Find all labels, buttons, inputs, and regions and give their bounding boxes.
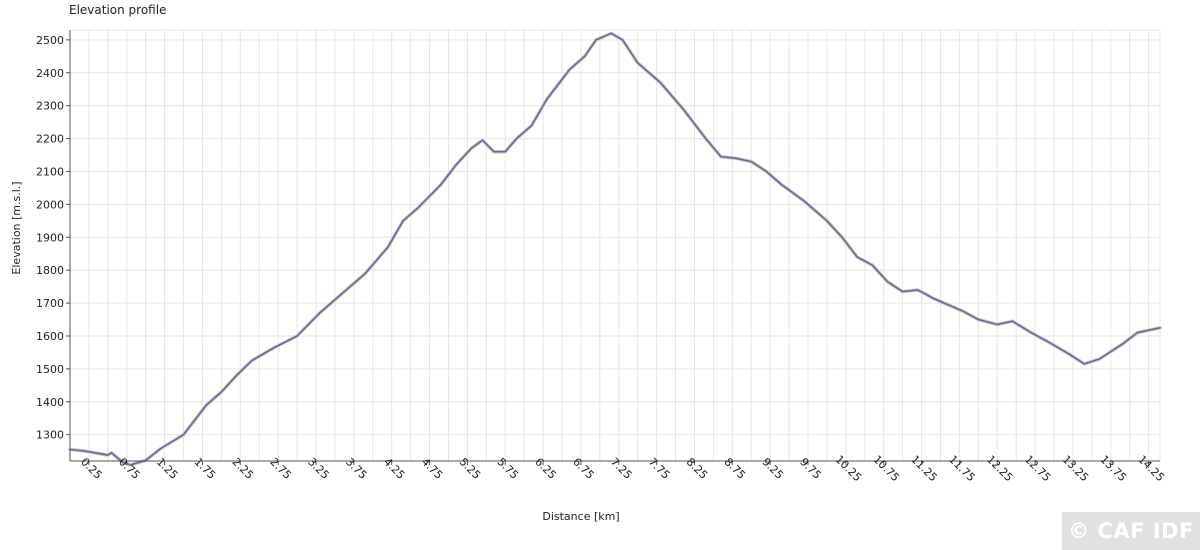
x-tick-label: 5.75 <box>494 455 521 482</box>
x-tick-label: 8.25 <box>684 455 711 482</box>
y-tick-label: 2400 <box>36 67 64 80</box>
y-tick-label: 1500 <box>36 363 64 376</box>
y-tick-label: 1400 <box>36 396 64 409</box>
x-tick-label: 6.75 <box>570 455 597 482</box>
series-layer <box>68 31 1162 467</box>
x-tick-label: 7.75 <box>646 455 673 482</box>
x-tick-label: 8.75 <box>722 455 749 482</box>
x-tick-label: 2.75 <box>267 455 294 482</box>
x-tick-label: 9.25 <box>759 455 786 482</box>
y-tick-label: 1800 <box>36 264 64 277</box>
x-tick-label: 13.25 <box>1060 453 1091 484</box>
y-axis-title: Elevation [m.s.l.] <box>10 181 23 274</box>
x-tick-label: 6.25 <box>532 455 559 482</box>
y-tick-labels: 1300 1400 1500 1600 1700 1800 1900 2000 2100 2200… <box>36 34 64 442</box>
y-tick-label: 1700 <box>36 297 64 310</box>
x-tick-labels: 0.25 0.75 1.25 1.75 2.25 2.75 3.25 3.75 4.25 4.75… <box>78 453 1167 484</box>
x-tick-label: 11.75 <box>946 453 977 484</box>
x-tick-label: 4.75 <box>419 455 446 482</box>
y-tick-label: 1900 <box>36 231 64 244</box>
x-tick-label: 9.75 <box>797 455 824 482</box>
x-axis-title: Distance [km] <box>542 510 619 523</box>
y-tick-label: 2100 <box>36 165 64 178</box>
series-line-halo <box>68 31 1162 467</box>
y-tick-label: 2000 <box>36 198 64 211</box>
grid <box>70 29 1161 461</box>
y-tick-label: 2300 <box>36 100 64 113</box>
x-tick-label: 7.25 <box>608 455 635 482</box>
chart-title: Elevation profile <box>69 3 167 17</box>
x-tick-label: 12.25 <box>984 453 1015 484</box>
x-tick-label: 0.25 <box>78 455 105 482</box>
x-tick-label: 14.25 <box>1135 453 1166 484</box>
y-tick-label: 2200 <box>36 133 64 146</box>
y-tick-label: 2500 <box>36 34 64 47</box>
x-tick-label: 10.25 <box>833 453 864 484</box>
x-tick-label: 10.75 <box>870 453 901 484</box>
x-tick-label: 12.75 <box>1022 453 1053 484</box>
x-tick-label: 1.25 <box>154 455 181 482</box>
watermark-badge: © CAF IDF <box>1062 512 1200 550</box>
y-tick-label: 1600 <box>36 330 64 343</box>
axes <box>66 30 1160 465</box>
y-tick-label: 1300 <box>36 429 64 442</box>
x-tick-label: 13.75 <box>1098 453 1129 484</box>
x-tick-label: 3.75 <box>343 455 370 482</box>
x-tick-label: 2.25 <box>230 455 257 482</box>
x-tick-label: 0.75 <box>116 455 143 482</box>
x-tick-label: 3.25 <box>305 455 332 482</box>
x-tick-label: 5.25 <box>457 455 484 482</box>
series-line <box>69 32 1161 466</box>
x-tick-label: 1.75 <box>192 455 219 482</box>
x-tick-label: 11.25 <box>908 453 939 484</box>
x-tick-label: 4.25 <box>381 455 408 482</box>
